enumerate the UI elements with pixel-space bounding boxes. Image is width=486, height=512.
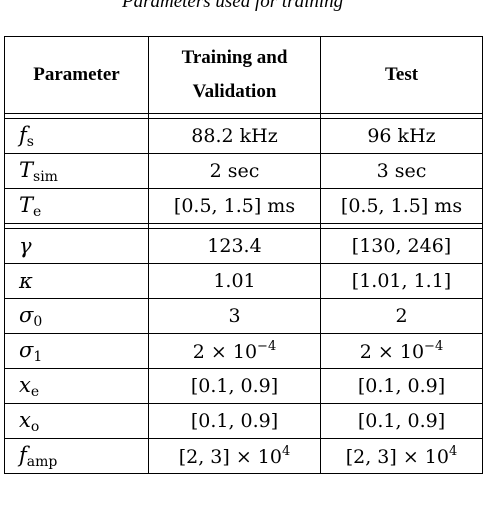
header-training-validation-text: Training and Validation bbox=[181, 47, 288, 102]
table-row: γ 123.4 [130, 246] bbox=[4, 228, 483, 264]
train-value: 2 × 10 bbox=[192, 341, 258, 363]
train-cell: 3 bbox=[148, 298, 321, 334]
test-value: 2 × 10 bbox=[359, 341, 425, 363]
param-symbol: γ bbox=[19, 234, 32, 258]
param-symbol: f bbox=[19, 442, 27, 467]
table-row: σ0 3 2 bbox=[4, 298, 483, 334]
test-cell: [0.1, 0.9] bbox=[320, 368, 483, 404]
test-cell: 2 bbox=[320, 298, 483, 334]
param-symbol: x bbox=[19, 407, 31, 432]
test-cell: [1.01, 1.1] bbox=[320, 263, 483, 299]
table-row: famp [2, 3] × 104 [2, 3] × 104 bbox=[4, 438, 483, 474]
train-cell: 88.2 kHz bbox=[148, 118, 321, 154]
header-test: Test bbox=[320, 36, 483, 114]
table-row: xo [0.1, 0.9] [0.1, 0.9] bbox=[4, 403, 483, 439]
param-symbol: σ bbox=[19, 337, 34, 362]
param-subscript: e bbox=[30, 383, 40, 400]
param-cell: κ bbox=[4, 263, 149, 299]
train-cell: [0.5, 1.5] ms bbox=[148, 188, 321, 224]
test-exponent: −4 bbox=[424, 339, 444, 354]
train-cell: 1.01 bbox=[148, 263, 321, 299]
header-parameter: Parameter bbox=[4, 36, 149, 114]
table-caption: Parameters used for training bbox=[0, 0, 486, 26]
param-subscript: s bbox=[26, 133, 34, 150]
param-cell: xe bbox=[4, 368, 149, 404]
test-value: [2, 3] × 10 bbox=[345, 446, 449, 468]
param-subscript: 0 bbox=[33, 313, 43, 330]
param-cell: fs bbox=[4, 118, 149, 154]
train-exponent: −4 bbox=[257, 339, 277, 354]
param-subscript: e bbox=[33, 203, 42, 220]
param-cell: xo bbox=[4, 403, 149, 439]
train-value: [2, 3] × 10 bbox=[178, 446, 282, 468]
param-subscript: sim bbox=[33, 168, 58, 185]
param-cell: Te bbox=[4, 188, 149, 224]
parameter-table: Parameter Training and Validation Test f… bbox=[4, 36, 483, 474]
param-symbol: κ bbox=[19, 269, 33, 293]
train-cell: 2 sec bbox=[148, 153, 321, 189]
table-row: Tsim 2 sec 3 sec bbox=[4, 153, 483, 189]
table-row: κ 1.01 [1.01, 1.1] bbox=[4, 263, 483, 299]
test-cell: 96 kHz bbox=[320, 118, 483, 154]
table-row: σ1 2 × 10−4 2 × 10−4 bbox=[4, 333, 483, 369]
caption-text: Parameters used for training bbox=[122, 0, 344, 12]
test-exponent: 4 bbox=[448, 444, 458, 459]
table-row: xe [0.1, 0.9] [0.1, 0.9] bbox=[4, 368, 483, 404]
param-symbol: f bbox=[19, 122, 27, 147]
train-cell: [2, 3] × 104 bbox=[148, 438, 321, 474]
test-cell: 3 sec bbox=[320, 153, 483, 189]
param-cell: σ0 bbox=[4, 298, 149, 334]
header-training-validation: Training and Validation bbox=[148, 36, 321, 114]
param-symbol: σ bbox=[19, 302, 34, 327]
table-row: Te [0.5, 1.5] ms [0.5, 1.5] ms bbox=[4, 188, 483, 224]
test-cell: [0.1, 0.9] bbox=[320, 403, 483, 439]
train-cell: [0.1, 0.9] bbox=[148, 368, 321, 404]
test-cell: [2, 3] × 104 bbox=[320, 438, 483, 474]
train-exponent: 4 bbox=[281, 444, 291, 459]
train-cell: [0.1, 0.9] bbox=[148, 403, 321, 439]
param-cell: Tsim bbox=[4, 153, 149, 189]
table-row: fs 88.2 kHz 96 kHz bbox=[4, 118, 483, 154]
param-symbol: T bbox=[19, 192, 34, 217]
param-cell: γ bbox=[4, 228, 149, 264]
param-symbol: T bbox=[19, 157, 34, 182]
param-symbol: x bbox=[19, 372, 31, 397]
test-cell: [130, 246] bbox=[320, 228, 483, 264]
param-cell: famp bbox=[4, 438, 149, 474]
param-subscript: amp bbox=[26, 453, 58, 470]
test-cell: 2 × 10−4 bbox=[320, 333, 483, 369]
table-header-row: Parameter Training and Validation Test bbox=[4, 36, 483, 114]
param-subscript: o bbox=[30, 418, 40, 435]
test-cell: [0.5, 1.5] ms bbox=[320, 188, 483, 224]
train-cell: 2 × 10−4 bbox=[148, 333, 321, 369]
param-cell: σ1 bbox=[4, 333, 149, 369]
train-cell: 123.4 bbox=[148, 228, 321, 264]
param-subscript: 1 bbox=[33, 348, 43, 365]
